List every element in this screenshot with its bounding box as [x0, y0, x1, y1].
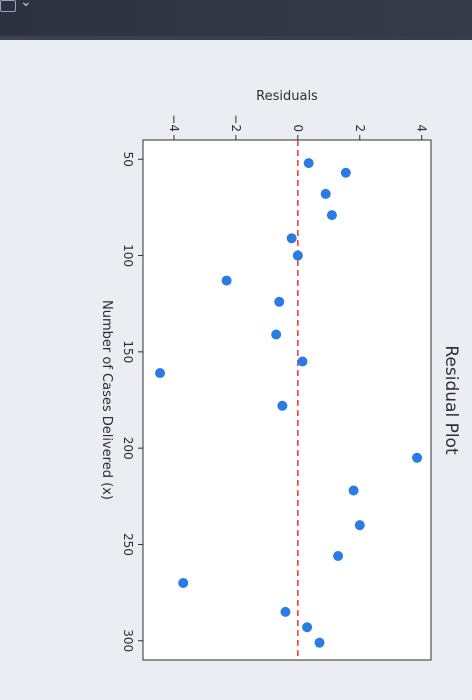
data-point — [333, 551, 344, 561]
x-tick-label: 100 — [121, 244, 135, 267]
data-point — [178, 577, 189, 588]
x-axis-label: Number of Cases Delivered (x) — [99, 300, 114, 500]
data-point — [271, 329, 282, 340]
y-tick-label: 4 — [415, 124, 429, 132]
x-tick-label: 250 — [121, 533, 135, 556]
data-point — [340, 167, 351, 178]
data-point — [277, 400, 288, 411]
y-tick-label: 0 — [291, 124, 305, 132]
top-bar: ⌄ — [0, 0, 472, 36]
chevron-down-icon[interactable]: ⌄ — [20, 0, 32, 10]
data-point — [314, 637, 325, 648]
data-point — [326, 210, 337, 221]
x-tick-label: 150 — [121, 340, 135, 363]
chart-title: Residual Plot — [441, 345, 461, 455]
data-point — [280, 606, 291, 617]
data-point — [292, 250, 303, 261]
data-point — [286, 233, 297, 244]
residual-plot-chart: Residual Plot 50 100 150 200 250 300 −4 −2 0 2 4 Num… — [99, 89, 461, 661]
menu-icon[interactable] — [0, 0, 16, 12]
data-point — [320, 188, 331, 199]
y-tick-label: −2 — [229, 114, 243, 132]
x-tick-label: 300 — [121, 629, 135, 652]
y-tick-label: −4 — [167, 114, 181, 132]
chart-screen: Residual Plot 50 100 150 200 250 300 −4 −2 0 2 4 Num… — [0, 40, 472, 700]
x-tick-label: 200 — [121, 437, 135, 460]
data-point — [412, 452, 423, 463]
data-point — [155, 368, 166, 379]
data-point — [348, 485, 359, 496]
data-point — [354, 520, 365, 531]
x-tick-label: 50 — [121, 152, 135, 167]
data-point — [302, 622, 313, 633]
data-point — [297, 356, 308, 367]
y-axis-label: Residuals — [256, 89, 318, 104]
data-point — [221, 275, 232, 286]
data-point — [274, 296, 285, 307]
data-point — [303, 158, 314, 169]
y-tick-label: 2 — [353, 124, 367, 132]
